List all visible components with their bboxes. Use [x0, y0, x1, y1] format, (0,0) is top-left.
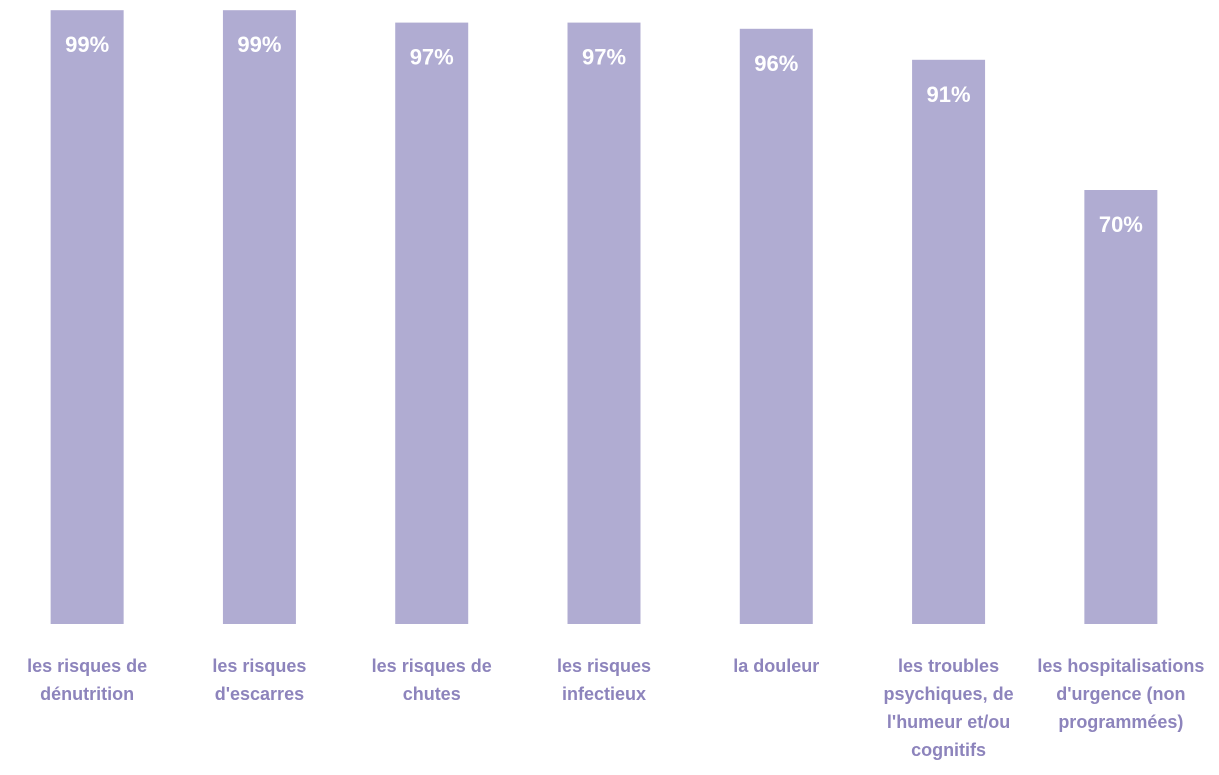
value-label: 96% [754, 51, 798, 76]
value-label: 97% [410, 45, 454, 70]
chart: 99% 99% 97% 97% 96% 91% 70% [50, 10, 1158, 625]
x-tick-label: les risques infectieux [556, 656, 652, 704]
x-tick-label: les troubles psychiques, de l'humeur et/… [883, 656, 1014, 760]
value-label: 91% [927, 82, 971, 107]
x-tick-label: les risques de chutes [371, 656, 492, 704]
x-tick-label: les risques de dénutrition [27, 656, 148, 704]
bar [222, 10, 296, 624]
value-label: 70% [1099, 212, 1143, 237]
bar [739, 28, 813, 625]
x-tick-label: la douleur [733, 656, 820, 676]
bar [567, 22, 641, 625]
value-label: 99% [237, 32, 281, 57]
value-label: 99% [65, 32, 109, 57]
x-tick-label: les hospitalisations d'urgence (non prog… [1037, 656, 1205, 732]
bar [50, 10, 124, 624]
bar [912, 59, 986, 625]
value-label: 97% [582, 45, 626, 70]
bar [395, 22, 469, 625]
bar [1084, 190, 1158, 624]
x-tick-label: les risques d'escarres [212, 656, 307, 704]
